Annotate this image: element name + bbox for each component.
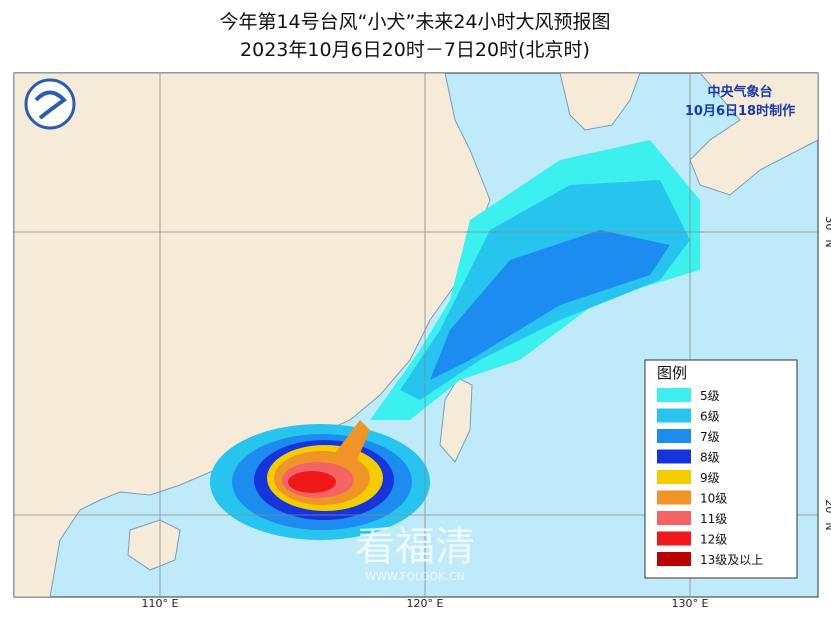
legend-swatch: [657, 429, 691, 443]
watermark: 看福清: [355, 524, 475, 570]
map-frame: [13, 72, 819, 598]
title: 今年第14号台风“小犬”未来24小时大风预报图: [219, 11, 610, 33]
logo: [24, 78, 76, 130]
legend-title: 图例: [657, 364, 687, 382]
subtitle: 2023年10月6日20时－7日20时(北京时): [240, 39, 590, 61]
lon-label: 120° E: [407, 597, 444, 610]
legend-swatch: [657, 552, 691, 566]
legend-swatch: [657, 408, 691, 423]
japan: [689, 73, 818, 196]
taiwan: [439, 377, 473, 463]
lon-label: 110° E: [142, 597, 179, 610]
lat-label: 20° N: [823, 499, 831, 530]
legend-label: 9级: [700, 471, 720, 485]
korea: [559, 73, 641, 131]
legend-label: 5级: [700, 389, 720, 403]
issue-time: 10月6日18时制作: [685, 103, 795, 119]
legend-label: 13级及以上: [700, 553, 763, 567]
watermark-url: WWW.FQLOOK.CN: [365, 570, 465, 583]
lon-label: 130° E: [672, 597, 709, 610]
legend-swatch: [657, 388, 691, 402]
legend-swatch: [657, 449, 691, 464]
legend-swatch: [657, 531, 691, 546]
lat-label: 30° N: [823, 216, 831, 247]
legend: 图例 5级 6级 7级 8级 9级 10级 11级 12级 13级及以上: [644, 359, 798, 579]
legend-swatch: [657, 470, 691, 484]
legend-label: 10级: [700, 492, 727, 506]
legend-label: 12级: [700, 533, 727, 547]
agency: 中央气象台: [707, 84, 772, 100]
legend-swatch: [657, 511, 691, 525]
legend-swatch: [657, 490, 691, 505]
wind-zones: [210, 140, 700, 540]
legend-label: 8级: [700, 451, 720, 465]
legend-label: 7级: [700, 430, 720, 444]
legend-label: 6级: [700, 410, 720, 424]
legend-label: 11级: [700, 512, 727, 526]
